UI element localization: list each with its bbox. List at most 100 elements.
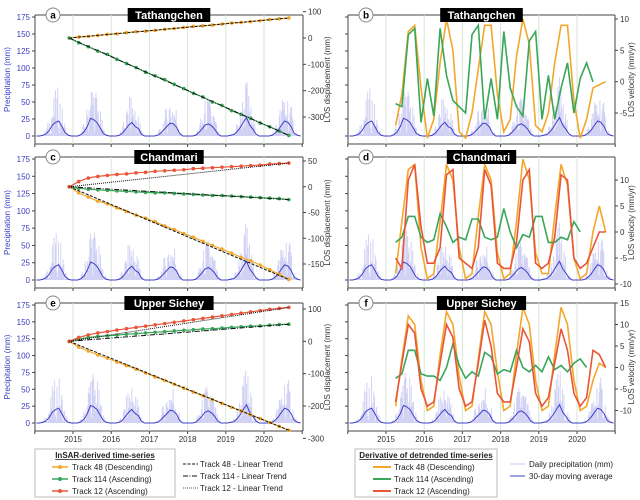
panel-title-bg <box>446 150 517 164</box>
y-axis-label-right: LOS velocity (mm/yr) <box>627 42 636 117</box>
x-tick-label: 2019 <box>217 435 235 444</box>
data-point <box>229 312 234 317</box>
data-point <box>210 23 215 27</box>
data-point <box>134 171 138 175</box>
data-point <box>210 165 215 170</box>
data-point <box>287 133 291 138</box>
series-track48 <box>394 307 607 412</box>
x-tick-label: 2020 <box>255 435 273 444</box>
data-point <box>172 320 177 325</box>
data-point <box>124 30 129 35</box>
data-point <box>153 330 157 335</box>
y-axis-label-right: LOS displacement (mm) <box>323 179 332 266</box>
y-tick-label-right: -10 <box>620 407 632 416</box>
y-tick-label-right: 0 <box>620 78 625 87</box>
y-tick-label-left: 0 <box>26 132 31 141</box>
legend-insar: InSAR-derived time-series Track 48 (Desc… <box>34 448 287 498</box>
data-point <box>96 353 100 357</box>
panel-title-bg <box>127 8 211 22</box>
legend-label: Track 12 (Ascending) <box>394 487 470 496</box>
legend-label: Track 48 - Linear Trend <box>200 460 283 469</box>
data-point <box>134 331 138 336</box>
series-track48 <box>67 184 291 282</box>
panel-title: Chandmari <box>140 152 197 164</box>
legend-item-moving-average: 30-day moving average <box>510 472 613 481</box>
panel-title: Upper Sichey <box>446 298 517 310</box>
legend-label: Track 114 (Ascending) <box>72 475 152 484</box>
data-point <box>287 16 291 20</box>
data-point <box>210 315 215 319</box>
x-tick-label: 2015 <box>377 435 395 444</box>
series-line <box>395 22 594 123</box>
y-tick-label-right: 0 <box>308 34 313 43</box>
y-tick-label-left: 150 <box>17 172 31 181</box>
y-axis-label-left: Precipitation (mm) <box>3 47 12 112</box>
data-point <box>239 255 243 260</box>
legend-title: InSAR-derived time-series <box>55 451 155 460</box>
y-tick-label-left: 0 <box>26 419 31 428</box>
data-point <box>115 328 119 332</box>
panel-title: Upper Sichey <box>134 298 205 310</box>
series-track114 <box>67 36 291 138</box>
data-point <box>258 263 262 267</box>
data-point <box>67 36 71 40</box>
panel-title: Tathangchen <box>448 10 516 22</box>
trend-line <box>68 186 290 280</box>
data-point <box>143 331 148 335</box>
y-axis-label-left: Precipitation (mm) <box>3 190 12 255</box>
legend-item-track114: Track 114 (Ascending) <box>52 475 152 484</box>
data-point <box>239 311 243 316</box>
y-tick-label-right: -5 <box>620 254 628 263</box>
y-tick-label-right: -200 <box>308 87 325 96</box>
data-point <box>277 16 282 21</box>
x-tick-label: 2020 <box>568 435 586 444</box>
data-point <box>162 321 167 326</box>
y-tick-label-left: 100 <box>17 352 31 361</box>
y-tick-label-right: -5 <box>620 385 628 394</box>
y-tick-label-right: -150 <box>308 260 325 269</box>
legend-item-track48: Track 48 (Descending) <box>373 463 475 472</box>
data-point <box>162 168 167 173</box>
data-point <box>86 187 91 192</box>
data-point <box>287 161 291 165</box>
data-point <box>172 168 177 173</box>
panel-letter: b <box>363 11 369 22</box>
series-line <box>394 307 607 412</box>
legend-label: Track 48 (Descending) <box>394 463 475 472</box>
panel-title-bg <box>436 296 527 310</box>
data-point <box>229 108 234 113</box>
data-point <box>191 24 196 29</box>
y-tick-label-left: 50 <box>21 241 30 250</box>
data-point <box>134 325 138 330</box>
panel-b: 10 5 0 -5 LOS velocity (mm/yr) Tathangchen b <box>345 7 636 147</box>
legend-label: Track 12 - Linear Trend <box>200 484 283 493</box>
y-tick-label-right: 10 <box>620 176 629 185</box>
y-tick-label-left: 25 <box>21 402 30 411</box>
x-tick-label: 2019 <box>530 435 548 444</box>
trend-line <box>69 186 289 201</box>
y-axis-label-right: LOS velocity (mm/yr) <box>627 185 636 260</box>
y-tick-label-left: 100 <box>17 207 31 216</box>
legend-box <box>34 448 176 498</box>
daily-precipitation <box>39 82 301 136</box>
data-point <box>86 333 91 337</box>
legend-label: Track 12 (Ascending) <box>72 487 148 496</box>
y-tick-label-right: 15 <box>620 299 629 308</box>
data-point <box>162 224 167 228</box>
data-point <box>96 174 100 179</box>
y-axis-label-right: LOS displacement (mm) <box>323 324 332 411</box>
data-point <box>67 184 71 189</box>
panel-letter: a <box>50 11 56 22</box>
data-point <box>124 61 129 66</box>
data-point <box>143 324 148 328</box>
y-tick-label-left: 125 <box>17 190 31 199</box>
panel-a: 0 25 50 75 100 125 150 175 Precipitation (mm) 100… <box>3 7 332 147</box>
legend-trend-track12: Track 12 - Linear Trend <box>183 484 283 493</box>
y-tick-label-right: 50 <box>308 157 317 166</box>
series-line <box>394 320 607 408</box>
y-axis-label-left: Precipitation (mm) <box>3 334 12 399</box>
data-point <box>76 191 81 195</box>
x-tick-label: 2016 <box>102 435 120 444</box>
series-track114 <box>395 340 588 382</box>
